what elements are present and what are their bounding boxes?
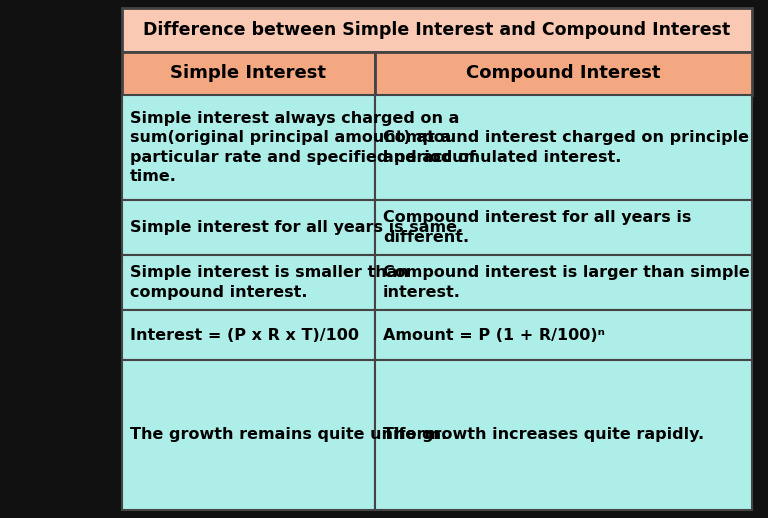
- Bar: [122, 200, 375, 255]
- Bar: [375, 200, 752, 255]
- Text: Simple interest always charged on a
sum(original principal amount) at a
particul: Simple interest always charged on a sum(…: [130, 111, 476, 184]
- Text: Compound Interest: Compound Interest: [466, 65, 660, 82]
- Text: Compound interest is larger than simple
interest.: Compound interest is larger than simple …: [383, 265, 750, 299]
- Text: The growth remains quite uniform.: The growth remains quite uniform.: [130, 427, 447, 442]
- Bar: [122, 52, 375, 95]
- Text: Simple Interest: Simple Interest: [170, 65, 326, 82]
- Text: Interest = (P x R x T)/100: Interest = (P x R x T)/100: [130, 327, 359, 342]
- Text: Simple interest is smaller than
compound interest.: Simple interest is smaller than compound…: [130, 265, 409, 299]
- Bar: [375, 310, 752, 360]
- Bar: [375, 255, 752, 310]
- Text: Compound interest charged on principle
and accumulated interest.: Compound interest charged on principle a…: [383, 131, 749, 165]
- Bar: [375, 360, 752, 510]
- Bar: [122, 255, 375, 310]
- Text: Simple interest for all years is same.: Simple interest for all years is same.: [130, 220, 463, 235]
- Text: The growth increases quite rapidly.: The growth increases quite rapidly.: [383, 427, 704, 442]
- Text: Difference between Simple Interest and Compound Interest: Difference between Simple Interest and C…: [144, 21, 730, 39]
- Bar: [122, 310, 375, 360]
- Text: Compound interest for all years is
different.: Compound interest for all years is diffe…: [383, 210, 691, 244]
- Bar: [375, 95, 752, 200]
- Bar: [375, 52, 752, 95]
- Bar: [122, 95, 375, 200]
- Text: Amount = P (1 + R/100)ⁿ: Amount = P (1 + R/100)ⁿ: [383, 327, 605, 342]
- Bar: [122, 8, 752, 52]
- Bar: [122, 360, 375, 510]
